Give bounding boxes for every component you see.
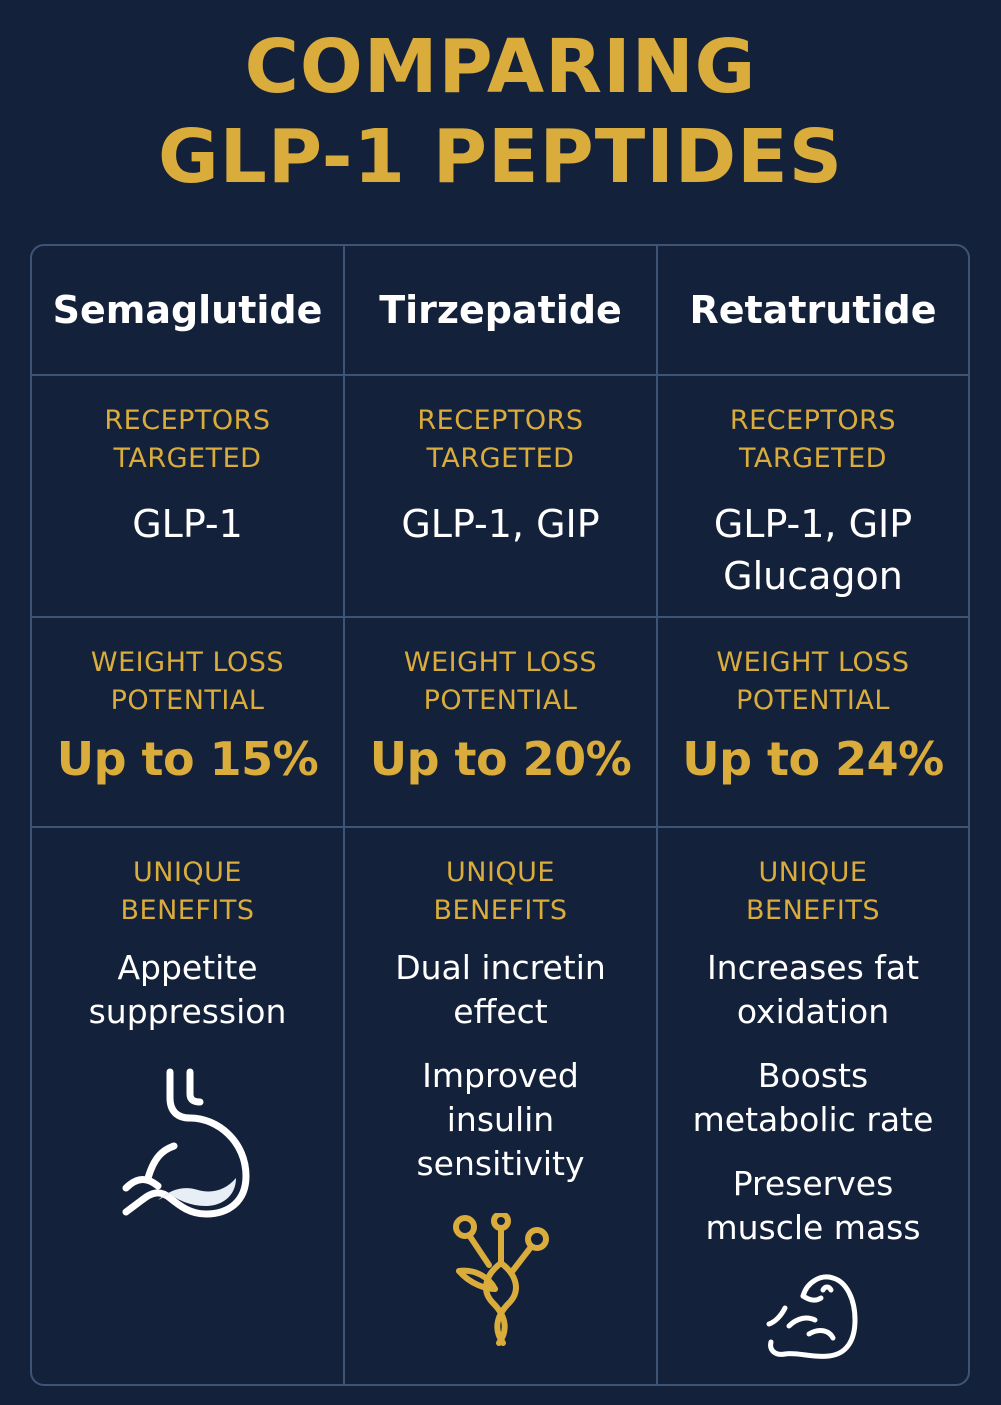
benefit-text: muscle mass: [705, 1208, 921, 1247]
benefit-text: insulin: [446, 1100, 555, 1139]
weight-label: POTENTIAL: [423, 685, 578, 716]
page-title: COMPARING GLP-1 PEPTIDES: [0, 22, 1001, 202]
benefits-label: UNIQUE: [133, 857, 242, 888]
benefits-cell-retatrutide: UNIQUE BENEFITS Increases fat oxidation …: [658, 828, 968, 1384]
weight-cell-retatrutide: WEIGHT LOSS POTENTIAL Up to 24%: [658, 618, 968, 828]
weight-label: WEIGHT LOSS: [716, 647, 910, 678]
receptors-cell-tirzepatide: RECEPTORS TARGETED GLP-1, GIP: [345, 376, 658, 618]
weight-label: WEIGHT LOSS: [90, 647, 285, 678]
header-tirzepatide: Tirzepatide: [345, 246, 658, 376]
benefits-label: UNIQUE: [758, 857, 868, 888]
receptors-value: Glucagon: [723, 554, 903, 598]
benefit-text: Boosts: [757, 1056, 869, 1095]
title-line-1: COMPARING: [244, 24, 757, 110]
header-retatrutide: Retatrutide: [658, 246, 968, 376]
benefit-text: Improved: [422, 1056, 579, 1095]
weight-cell-semaglutide: WEIGHT LOSS POTENTIAL Up to 15%: [32, 618, 345, 828]
benefits-cell-tirzepatide: UNIQUE BENEFITS Dual incretin effect Imp…: [345, 828, 658, 1384]
weight-label: POTENTIAL: [110, 685, 265, 716]
title-line-2: GLP-1 PEPTIDES: [157, 114, 844, 200]
molecule-icon: [452, 1213, 549, 1346]
weight-value: Up to 20%: [369, 732, 632, 786]
receptors-value: GLP-1, GIP: [713, 502, 913, 546]
receptors-value: GLP-1, GIP: [401, 502, 600, 546]
weight-cell-tirzepatide: WEIGHT LOSS POTENTIAL Up to 20%: [345, 618, 658, 828]
weight-value: Up to 15%: [56, 732, 319, 786]
receptors-label: RECEPTORS: [729, 405, 897, 436]
benefits-label: BENEFITS: [746, 895, 880, 926]
weight-label: POTENTIAL: [736, 685, 890, 716]
benefit-text: metabolic rate: [692, 1100, 934, 1139]
benefits-cell-semaglutide: UNIQUE BENEFITS Appetite suppression: [32, 828, 345, 1384]
benefits-label: BENEFITS: [433, 895, 568, 926]
benefit-text: effect: [453, 992, 548, 1031]
receptors-label: RECEPTORS: [104, 405, 271, 436]
comparison-table: Semaglutide Tirzepatide Retatrutide RECE…: [30, 244, 970, 1386]
benefit-text: Appetite: [117, 948, 258, 987]
weight-value: Up to 24%: [682, 732, 944, 786]
benefit-text: Dual incretin: [395, 948, 606, 987]
receptors-label: TARGETED: [739, 443, 887, 474]
receptors-cell-semaglutide: RECEPTORS TARGETED GLP-1: [32, 376, 345, 618]
flexed-arm-icon: [766, 1274, 858, 1359]
receptors-value: GLP-1: [132, 502, 243, 546]
benefits-label: UNIQUE: [446, 857, 555, 888]
benefits-label: BENEFITS: [120, 895, 255, 926]
receptors-label: TARGETED: [113, 443, 262, 474]
benefit-text: Preserves: [732, 1164, 894, 1203]
receptors-label: TARGETED: [426, 443, 575, 474]
benefit-text: sensitivity: [416, 1144, 585, 1183]
receptors-cell-retatrutide: RECEPTORS TARGETED GLP-1, GIP Glucagon: [658, 376, 968, 618]
benefit-text: suppression: [88, 992, 287, 1031]
header-semaglutide: Semaglutide: [32, 246, 345, 376]
benefit-text: oxidation: [736, 992, 890, 1031]
stomach-icon: [122, 1068, 249, 1218]
weight-label: WEIGHT LOSS: [403, 647, 598, 678]
benefit-text: Increases fat: [706, 948, 920, 987]
receptors-label: RECEPTORS: [417, 405, 584, 436]
